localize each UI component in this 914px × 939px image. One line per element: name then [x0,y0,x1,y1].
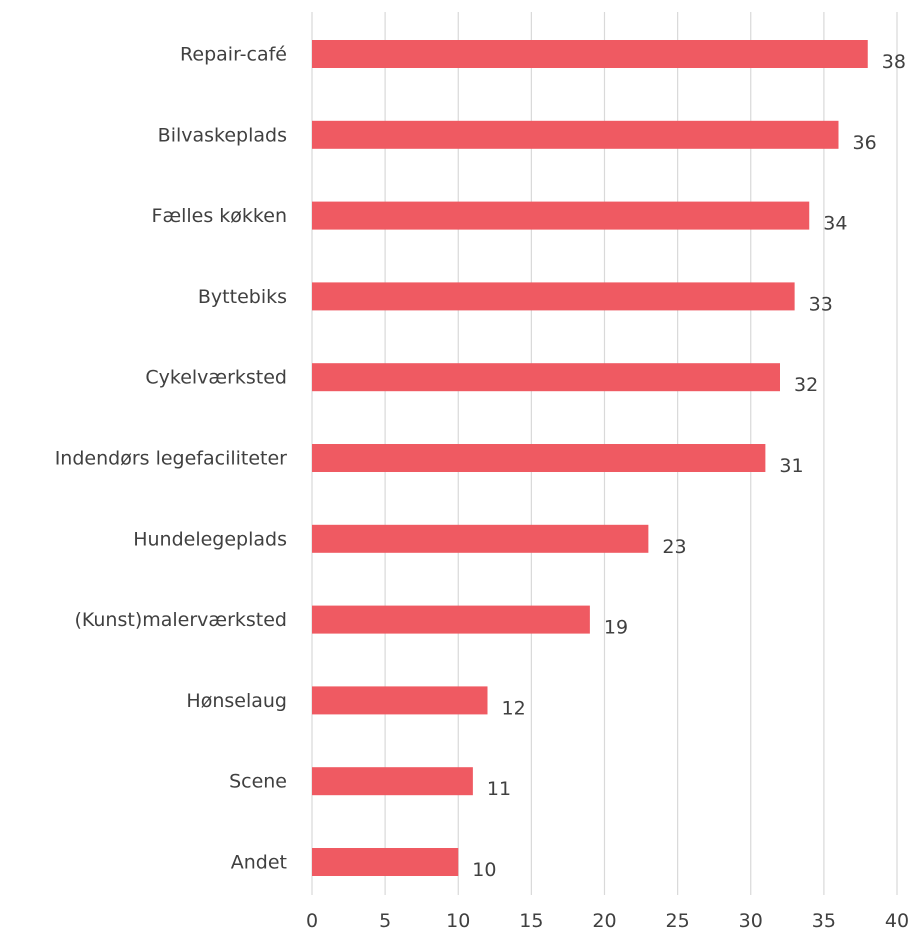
data-label: 34 [823,213,847,235]
bar [312,605,590,634]
data-label: 33 [809,293,833,315]
x-tick-label: 15 [519,910,543,932]
x-tick-label: 20 [592,910,616,932]
bar [312,524,649,553]
bar [312,201,810,230]
x-axis-tick-labels: 0 5 10 15 20 25 30 35 40 [306,910,909,932]
data-label: 38 [882,51,906,73]
x-tick-label: 5 [379,910,391,932]
category-label: (Kunst)malerværksted [74,609,287,631]
data-label: 31 [779,455,803,477]
bar [312,848,459,876]
bar [312,120,839,149]
data-label: 11 [487,778,511,800]
data-label: 32 [794,374,818,396]
data-label: 12 [502,697,526,719]
bar [312,363,780,392]
category-label: Hønselaug [186,690,287,712]
bar [312,282,795,311]
category-labels: Repair-café Bilvaskeplads Fælles køkken Byt… [55,44,287,874]
x-tick-label: 35 [812,910,836,932]
x-tick-label: 40 [885,910,909,932]
x-tick-label: 30 [739,910,763,932]
category-label: Repair-café [180,44,287,66]
category-label: Bilvaskeplads [158,124,287,146]
data-labels: 38 36 34 33 32 31 23 19 12 11 10 [472,51,906,881]
bars [312,40,868,876]
category-label: Byttebiks [198,286,287,308]
bar [312,40,868,68]
x-tick-label: 25 [666,910,690,932]
x-tick-label: 10 [446,910,470,932]
category-label: Indendørs legefaciliteter [55,448,287,470]
bar [312,686,488,715]
category-label: Andet [231,852,287,874]
data-label: 23 [662,536,686,558]
data-label: 36 [853,132,877,154]
bar [312,767,473,796]
data-label: 10 [472,859,496,881]
bar [312,444,766,472]
category-label: Hundelegeplads [133,528,287,550]
category-label: Fælles køkken [152,205,287,227]
x-tick-label: 0 [306,910,318,932]
category-label: Cykelværksted [145,367,287,389]
data-label: 19 [604,617,628,639]
category-label: Scene [229,771,287,793]
